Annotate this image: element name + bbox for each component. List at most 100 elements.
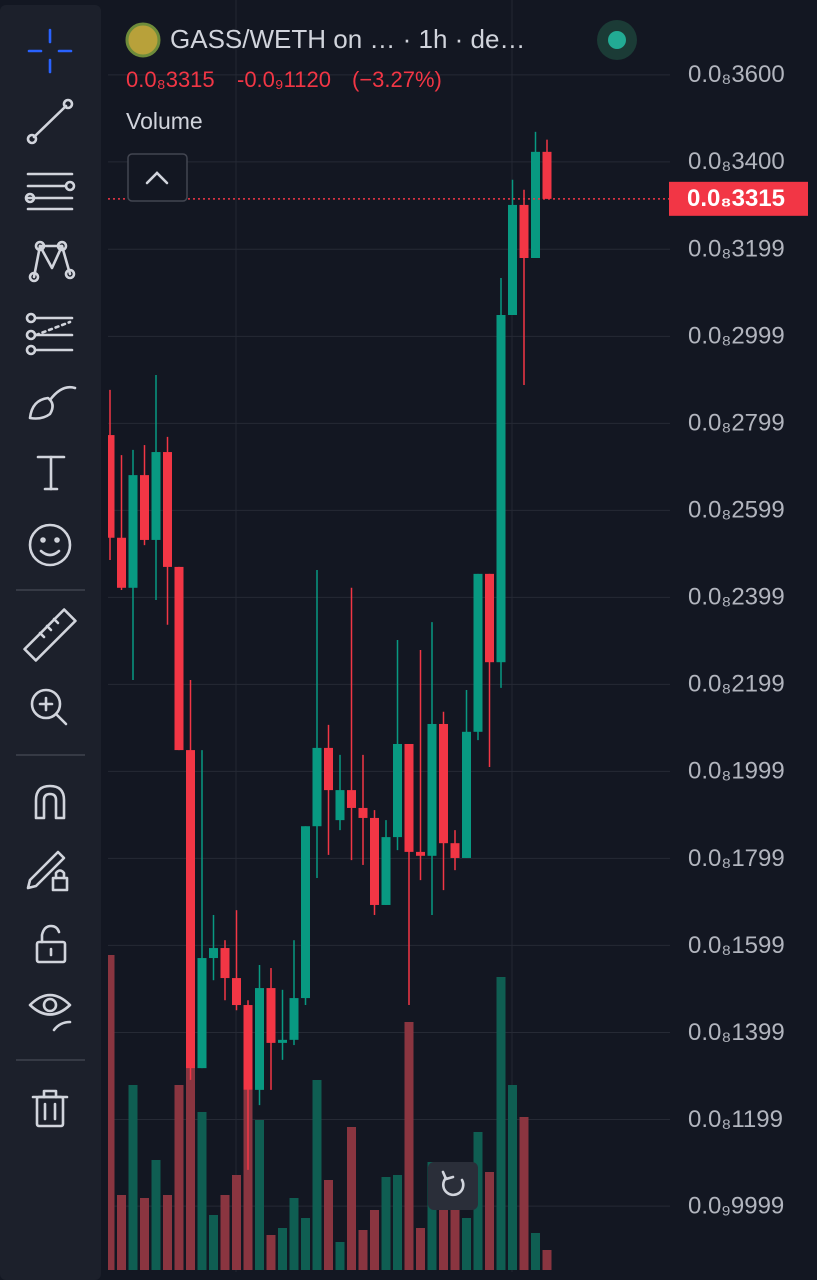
candle-body xyxy=(370,817,379,905)
volume-bar xyxy=(140,1198,149,1270)
y-tick-label: 0.0₈2399 xyxy=(688,584,785,611)
y-tick-label: 0.0₈3400 xyxy=(688,148,785,175)
candle-body xyxy=(255,988,264,1090)
volume-bar xyxy=(485,1172,494,1270)
text-icon[interactable] xyxy=(36,455,66,491)
volume-bar xyxy=(163,1195,172,1270)
candle-body xyxy=(186,750,195,1069)
candle-body xyxy=(266,988,276,1043)
candle-body xyxy=(519,204,529,259)
candle-body xyxy=(324,747,333,791)
candle-body xyxy=(278,1039,287,1043)
crosshair-icon[interactable] xyxy=(27,28,73,74)
volume-bar xyxy=(381,1177,391,1270)
volume-bar xyxy=(324,1180,333,1270)
volume-bar xyxy=(301,1218,310,1270)
volume-label: Volume xyxy=(126,108,203,134)
volume-bar xyxy=(278,1228,287,1270)
fib-icon[interactable] xyxy=(25,312,74,356)
brush-icon[interactable] xyxy=(28,385,77,420)
volume-bar xyxy=(243,1090,253,1270)
candle-body xyxy=(473,573,483,732)
volume-bar xyxy=(416,1228,425,1270)
last-price-tag xyxy=(669,181,808,216)
candle-body xyxy=(531,151,540,259)
volume-bar xyxy=(439,1208,448,1270)
volume-bar xyxy=(508,1085,517,1270)
y-tick-label: 0.0₈1799 xyxy=(688,845,785,872)
toolbar-icons[interactable] xyxy=(16,28,85,1128)
candle-body xyxy=(174,566,184,751)
volume-bar xyxy=(128,1085,138,1270)
candle-body xyxy=(439,723,448,844)
candle-body xyxy=(209,948,218,959)
volume-bar xyxy=(197,1112,207,1270)
candle-body xyxy=(163,452,172,567)
price-axis: 0.0₈3600 0.0₈3400 0.0₈3199 0.0₈2999 0.0₈2799… xyxy=(669,61,808,1219)
candle-body xyxy=(289,998,299,1040)
candle-body xyxy=(220,948,230,979)
candle-body xyxy=(542,151,552,199)
candle-body xyxy=(108,435,115,538)
legend-close: 0.0₈3315 xyxy=(126,67,215,92)
volume-bar xyxy=(370,1210,379,1270)
volume-bar xyxy=(151,1160,161,1270)
candle-body xyxy=(335,790,345,821)
toolbar xyxy=(0,5,101,1280)
volume-bar xyxy=(427,1162,437,1270)
volume-bar xyxy=(335,1242,345,1270)
ruler-icon[interactable] xyxy=(23,608,77,662)
candle-body xyxy=(427,723,437,856)
volume-bar xyxy=(312,1080,322,1270)
candle-body xyxy=(128,475,138,588)
legend-change: -0.0₉1120 xyxy=(237,67,331,92)
magnet-icon[interactable] xyxy=(34,784,66,820)
zoom-icon[interactable] xyxy=(30,688,68,726)
plot xyxy=(108,131,670,1270)
volume-bar xyxy=(347,1127,356,1270)
y-tick-label: 0.0₈2599 xyxy=(688,497,785,524)
y-tick-label: 0.0₉9999 xyxy=(688,1192,784,1219)
visibility-icon[interactable] xyxy=(28,993,72,1032)
volume-bar xyxy=(496,977,506,1270)
status-dot xyxy=(608,31,626,49)
emoji-icon[interactable] xyxy=(28,523,72,567)
volume-bar xyxy=(174,1085,184,1270)
candle-body xyxy=(312,747,322,827)
volume-bar xyxy=(358,1230,368,1270)
candle-body xyxy=(232,978,241,1006)
delete-icon[interactable] xyxy=(31,1089,69,1128)
hlines-icon[interactable] xyxy=(24,172,76,211)
trend-line-icon[interactable] xyxy=(26,98,74,145)
y-tick-label: 0.0₈2199 xyxy=(688,671,785,698)
volume-bar xyxy=(117,1195,126,1270)
lock-icon[interactable] xyxy=(35,924,67,964)
volume-bar xyxy=(462,1218,471,1270)
candle-body xyxy=(450,843,460,858)
reset-button[interactable] xyxy=(428,1162,478,1210)
y-tick-label: 0.0₈2999 xyxy=(688,323,785,350)
candle-body xyxy=(358,807,368,818)
y-tick-label: 0.0₈1599 xyxy=(688,932,785,959)
volume-bar xyxy=(255,1120,264,1270)
volume-bar xyxy=(450,1188,460,1270)
collapse-button[interactable] xyxy=(127,153,188,202)
candle-body xyxy=(347,790,356,808)
volume-bar xyxy=(393,1175,402,1270)
y-tick-label: 0.0₈1399 xyxy=(688,1019,785,1046)
candle-body xyxy=(416,851,425,856)
y-tick-label: 0.0₈2799 xyxy=(688,410,785,437)
y-tick-label: 0.0₈1199 xyxy=(688,1106,783,1133)
volume-bar xyxy=(108,955,115,1270)
pattern-icon[interactable] xyxy=(28,240,76,283)
volume-bar xyxy=(232,1175,241,1270)
lock-drawing-icon[interactable] xyxy=(26,850,69,892)
volume-bar xyxy=(289,1198,299,1270)
candle-body xyxy=(462,731,471,858)
volume-bar xyxy=(531,1233,540,1270)
volume-bar xyxy=(404,1022,414,1270)
candle-body xyxy=(117,537,126,588)
volume-bar xyxy=(209,1215,218,1270)
